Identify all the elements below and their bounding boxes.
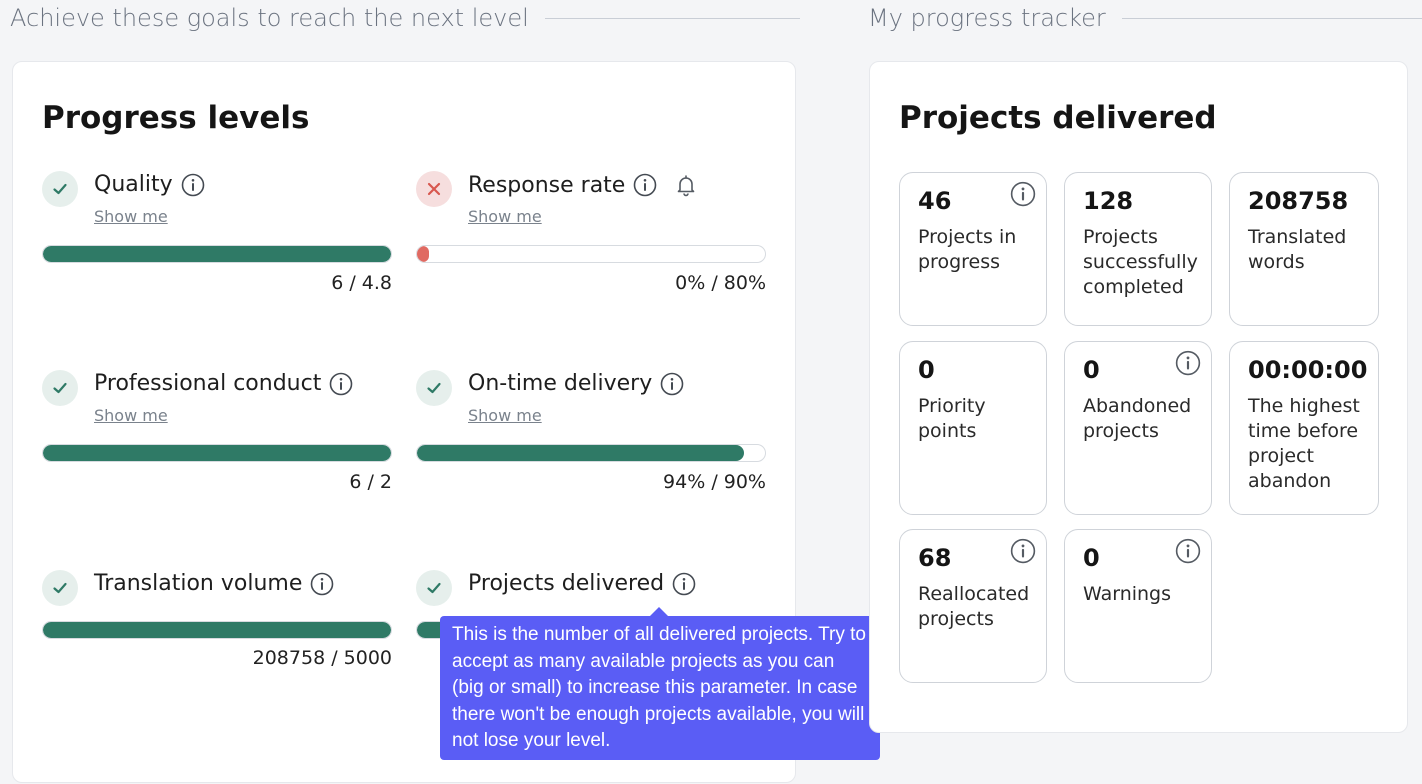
level-response-rate: Response rate Show me 0% / 80% — [416, 171, 766, 301]
left-section-heading: Achieve these goals to reach the next le… — [10, 4, 800, 32]
right-heading-text: My progress tracker — [868, 4, 1106, 32]
level-name: Professional conduct — [94, 371, 353, 396]
stat-label: Projects successfully completed — [1083, 226, 1198, 298]
level-name: Translation volume — [94, 571, 334, 596]
progress-bar — [42, 444, 392, 462]
progress-fill — [43, 622, 391, 638]
stat-label: Reallocated projects — [918, 583, 1030, 630]
info-icon[interactable] — [1010, 538, 1036, 564]
info-icon[interactable] — [660, 372, 684, 396]
level-label: Professional conduct — [94, 371, 322, 396]
right-section-heading: My progress tracker — [868, 4, 1422, 32]
level-name: Projects delivered — [468, 571, 696, 596]
level-label: On-time delivery — [468, 371, 653, 396]
heading-divider — [1121, 17, 1422, 19]
info-tooltip: This is the number of all delivered proj… — [440, 607, 880, 760]
show-me-link[interactable]: Show me — [94, 406, 168, 425]
stat-value: 128 — [1083, 187, 1134, 215]
stat-value: 208758 — [1248, 187, 1349, 215]
level-professional-conduct: Professional conduct Show me 6 / 2 — [42, 370, 392, 500]
level-on-time-delivery: On-time delivery Show me 94% / 90% — [416, 370, 766, 500]
level-label: Response rate — [468, 172, 626, 198]
stat-label: The highest time before project abandon — [1248, 395, 1360, 492]
left-heading-text: Achieve these goals to reach the next le… — [10, 4, 529, 32]
stat-warnings: 0 Warnings — [1064, 529, 1212, 683]
level-label: Projects delivered — [468, 571, 665, 596]
info-icon[interactable] — [329, 372, 353, 396]
level-value: 6 / 4.8 — [331, 272, 392, 294]
projects-delivered-title: Projects delivered — [899, 100, 1217, 136]
check-icon — [42, 171, 78, 207]
cross-icon — [416, 171, 452, 207]
progress-bar — [42, 245, 392, 263]
level-value: 0% / 80% — [675, 272, 766, 294]
check-icon — [42, 370, 78, 406]
level-label: Translation volume — [94, 571, 303, 596]
progress-fill — [43, 445, 391, 461]
show-me-link[interactable]: Show me — [468, 406, 542, 425]
info-icon[interactable] — [310, 572, 334, 596]
level-quality: Quality Show me 6 / 4.8 — [42, 171, 392, 301]
stat-label: Warnings — [1083, 583, 1172, 605]
level-name: Response rate — [468, 172, 699, 198]
stat-projects-completed: 128 Projects successfully completed — [1064, 172, 1212, 326]
stat-abandoned-projects: 0 Abandoned projects — [1064, 341, 1212, 515]
stat-label: Priority points — [918, 395, 986, 442]
stat-value: 0 — [1083, 356, 1100, 384]
progress-fill — [417, 246, 429, 262]
stat-highest-time-before-abandon: 00:00:00 The highest time before project… — [1229, 341, 1379, 515]
level-value: 208758 / 5000 — [252, 647, 392, 669]
check-icon — [416, 570, 452, 606]
stat-translated-words: 208758 Translated words — [1229, 172, 1379, 326]
stat-value: 00:00:00 — [1248, 356, 1368, 384]
level-name: On-time delivery — [468, 371, 684, 396]
info-icon[interactable] — [1175, 350, 1201, 376]
stat-projects-in-progress: 46 Projects in progress — [899, 172, 1047, 326]
info-icon[interactable] — [633, 173, 657, 197]
progress-fill — [417, 445, 745, 461]
check-icon — [42, 570, 78, 606]
progress-bar — [416, 245, 766, 263]
stat-priority-points: 0 Priority points — [899, 341, 1047, 515]
progress-bar — [42, 621, 392, 639]
show-me-link[interactable]: Show me — [468, 207, 542, 226]
level-name: Quality — [94, 172, 205, 197]
heading-divider — [544, 17, 800, 19]
stat-label: Translated words — [1248, 226, 1347, 273]
stat-value: 46 — [918, 187, 952, 215]
stat-label: Projects in progress — [918, 226, 1017, 273]
info-icon[interactable] — [672, 572, 696, 596]
info-icon[interactable] — [181, 173, 205, 197]
progress-bar — [416, 444, 766, 462]
level-value: 94% / 90% — [663, 471, 766, 493]
info-icon[interactable] — [1010, 181, 1036, 207]
progress-levels-title: Progress levels — [42, 100, 310, 136]
level-label: Quality — [94, 172, 173, 197]
level-value: 6 / 2 — [349, 471, 392, 493]
check-icon — [416, 370, 452, 406]
progress-levels-card: Progress levels — [12, 61, 796, 783]
level-translation-volume: Translation volume 208758 / 5000 — [42, 570, 392, 700]
stat-value: 68 — [918, 544, 952, 572]
stat-value: 0 — [1083, 544, 1100, 572]
info-icon[interactable] — [1175, 538, 1201, 564]
show-me-link[interactable]: Show me — [94, 207, 168, 226]
bell-icon[interactable] — [673, 172, 699, 198]
stat-label: Abandoned projects — [1083, 395, 1192, 442]
stat-reallocated-projects: 68 Reallocated projects — [899, 529, 1047, 683]
stat-value: 0 — [918, 356, 935, 384]
progress-fill — [43, 246, 391, 262]
